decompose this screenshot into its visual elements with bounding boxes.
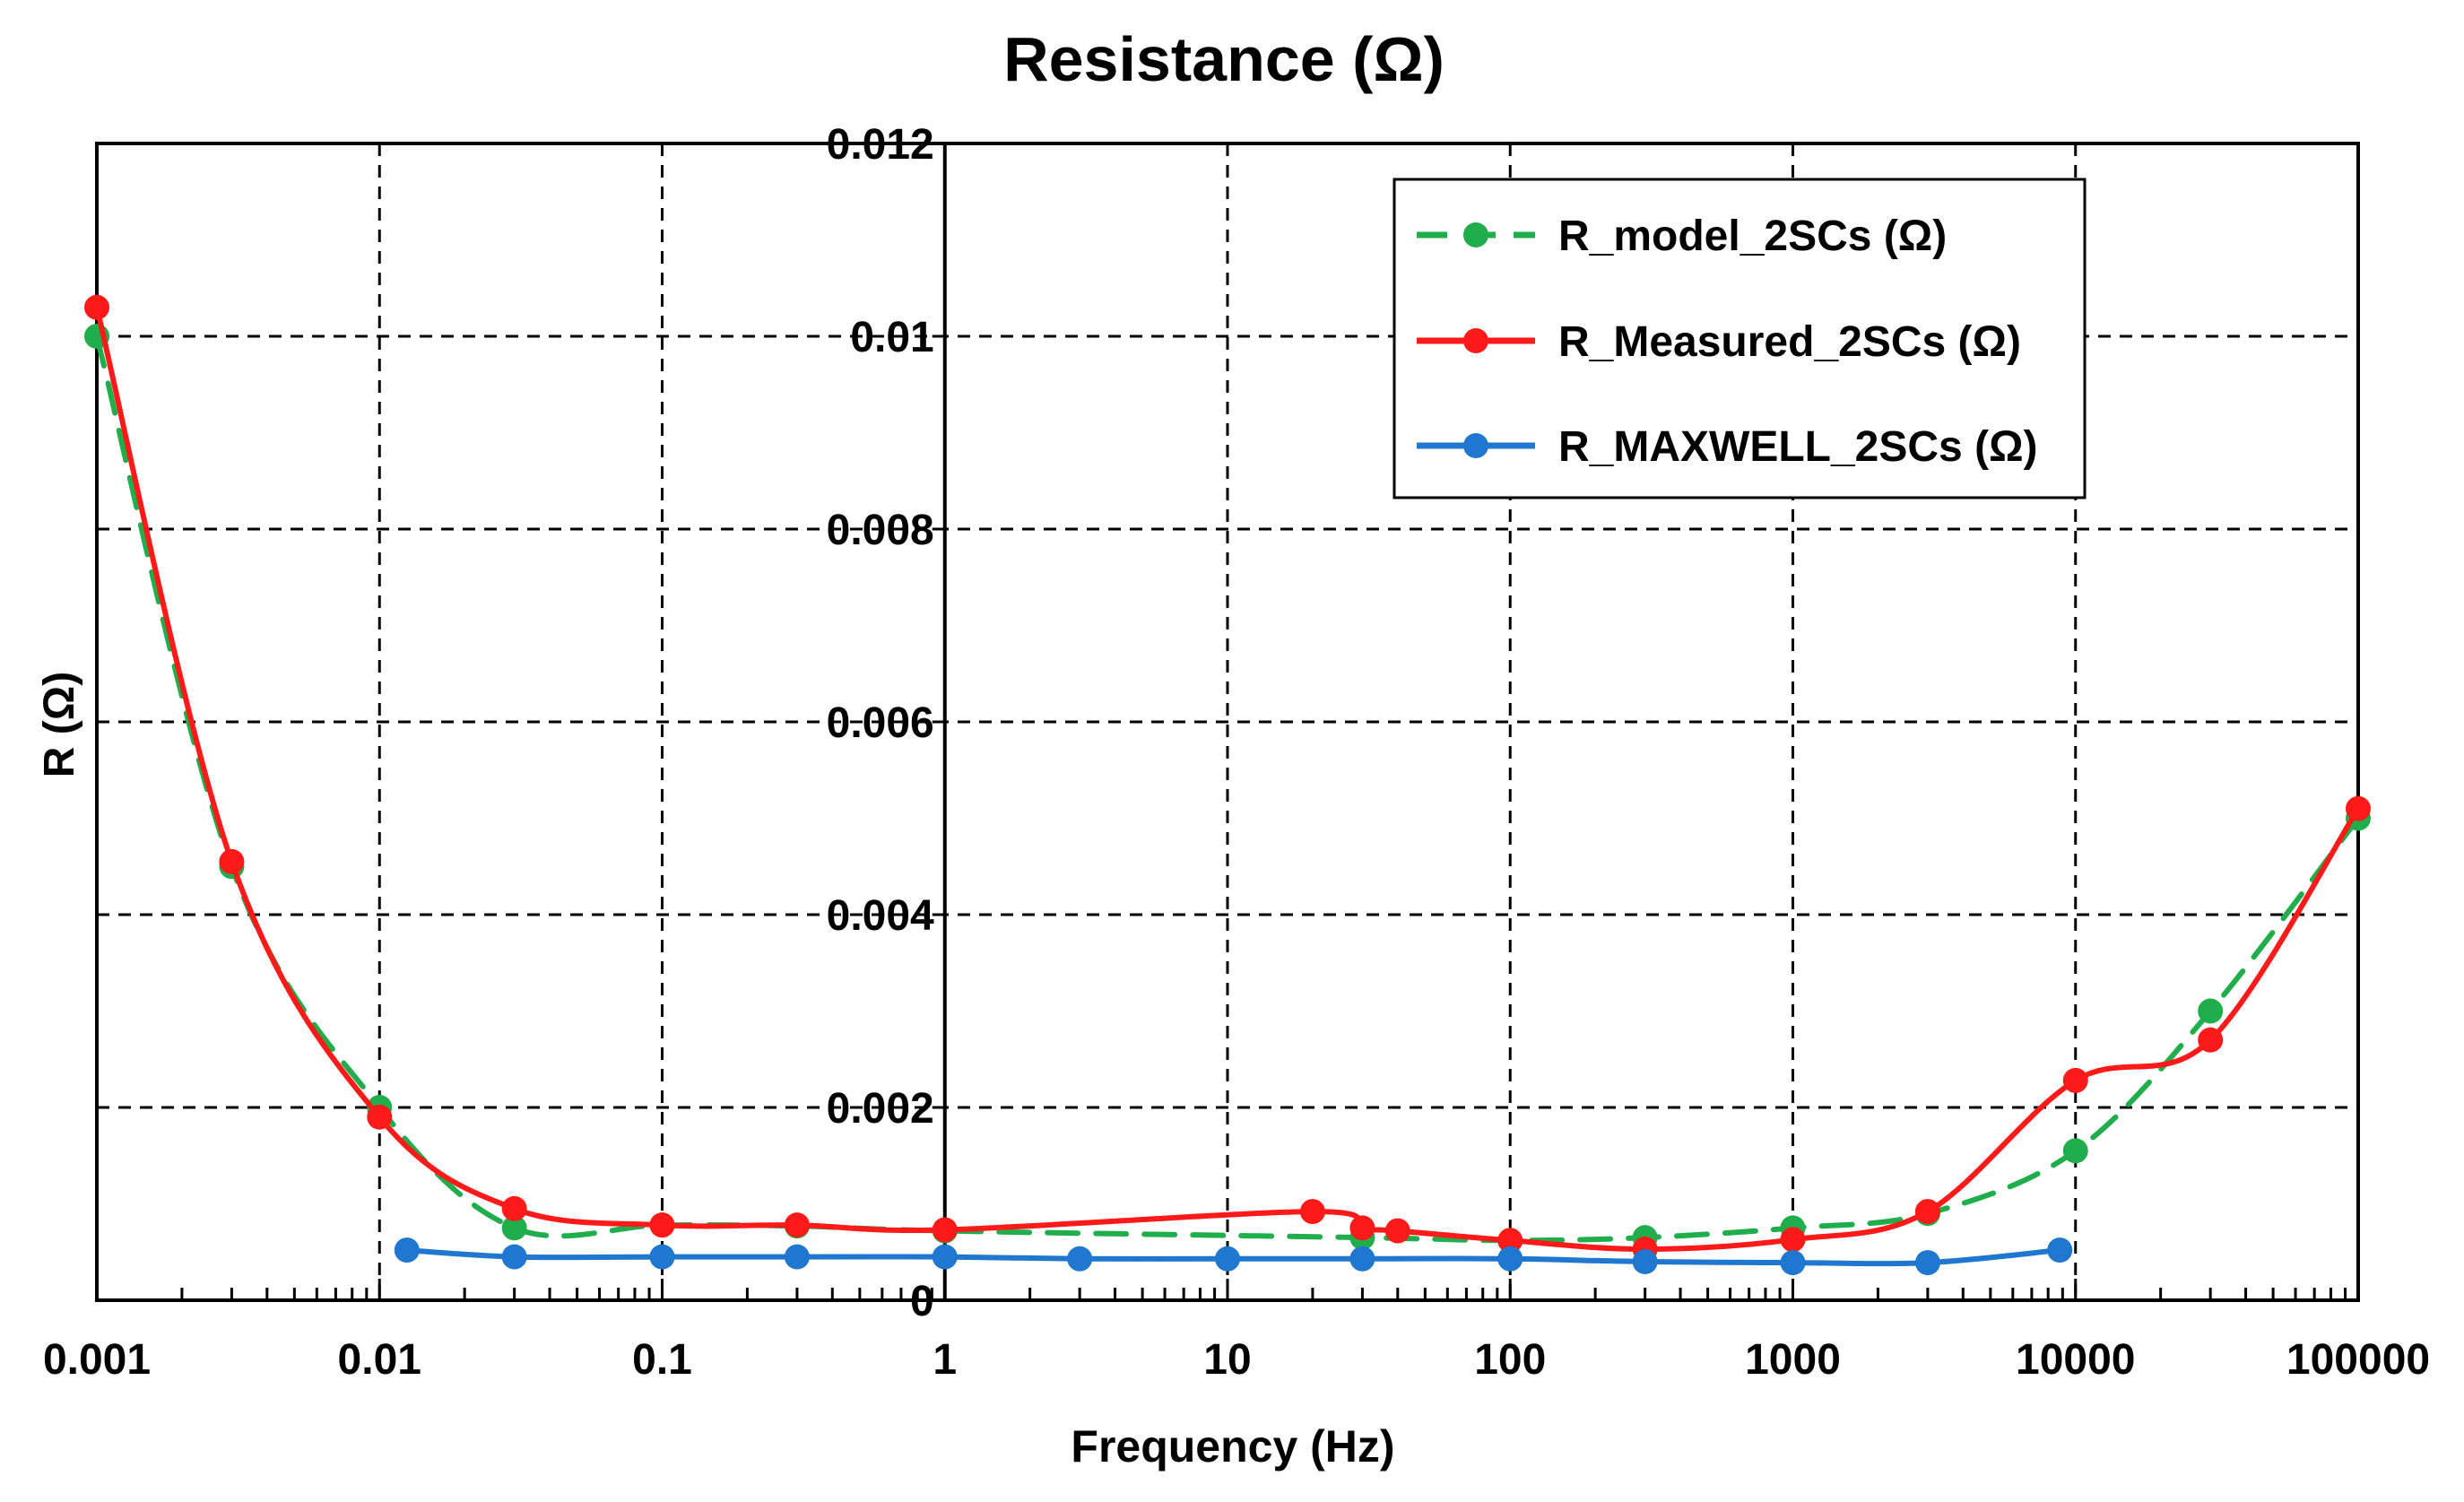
data-point-maxwell <box>394 1237 420 1263</box>
legend-entry-maxwell: R_MAXWELL_2SCs (Ω) <box>1417 423 2038 471</box>
y-tick-label: 0.006 <box>827 699 934 747</box>
data-point-measured <box>2062 1067 2088 1093</box>
data-point-measured <box>501 1195 527 1221</box>
data-point-measured <box>1780 1227 1806 1253</box>
x-tick-label: 1000 <box>1745 1336 1841 1384</box>
data-point-measured <box>84 294 109 320</box>
x-tick-label: 0.01 <box>338 1336 421 1384</box>
data-point-measured <box>1914 1199 1940 1225</box>
legend-swatch-marker <box>1463 433 1488 458</box>
data-point-measured <box>367 1104 393 1130</box>
data-point-maxwell <box>1215 1246 1240 1272</box>
data-point-maxwell <box>1780 1250 1806 1276</box>
data-point-measured <box>932 1217 958 1243</box>
data-point-maxwell <box>1497 1246 1523 1272</box>
legend-entries: R_model_2SCs (Ω) R_Measured_2SCs (Ω) R_MAX… <box>1417 213 2038 471</box>
axes-layer <box>95 142 2360 1302</box>
data-point-model <box>2062 1138 2088 1164</box>
data-point-measured <box>784 1212 810 1238</box>
data-point-measured <box>1384 1218 1410 1244</box>
x-tick-label: 100000 <box>2286 1336 2430 1384</box>
data-point-maxwell <box>1632 1249 1658 1274</box>
legend: R_model_2SCs (Ω) R_Measured_2SCs (Ω) R_MAX… <box>1393 178 2087 499</box>
data-point-measured <box>2346 795 2371 821</box>
x-tick-label: 0.001 <box>43 1336 151 1384</box>
series-line-measured <box>94 304 2361 1253</box>
data-point-maxwell <box>649 1244 675 1270</box>
y-tick-label: 0.01 <box>850 314 933 361</box>
y-tick-label: 0 <box>910 1278 934 1325</box>
legend-label: R_Measured_2SCs (Ω) <box>1558 318 2021 366</box>
x-tick-label: 10000 <box>2016 1336 2135 1384</box>
data-point-maxwell <box>1067 1246 1093 1272</box>
data-point-maxwell <box>2047 1237 2073 1263</box>
series-layer <box>84 294 2371 1276</box>
data-point-measured <box>2198 1027 2224 1053</box>
y-axis-label: R (Ω) <box>36 672 83 777</box>
data-point-measured <box>649 1212 675 1238</box>
y-tick-label: 0.004 <box>827 892 934 940</box>
x-tick-label: 100 <box>1474 1336 1546 1384</box>
series-line-model <box>94 334 2361 1244</box>
data-point-maxwell <box>784 1244 810 1270</box>
tick-label-layer: 0.001 0.01 0.1 1 10 100 1000 10000 100000 0 0.002 0… <box>43 121 2430 1384</box>
x-tick-label: 10 <box>1203 1336 1251 1384</box>
data-point-maxwell <box>501 1244 527 1270</box>
y-tick-label: 0.012 <box>827 121 934 169</box>
data-point-measured <box>1299 1199 1325 1225</box>
x-axis-label: Frequency (Hz) <box>1071 1421 1394 1472</box>
legend-label: R_model_2SCs (Ω) <box>1558 213 1947 260</box>
series-measured <box>84 294 2371 1263</box>
data-point-model <box>2198 998 2224 1024</box>
legend-entry-measured: R_Measured_2SCs (Ω) <box>1417 318 2021 366</box>
data-point-maxwell <box>1914 1250 1940 1276</box>
chart-title: Resistance (Ω) <box>1003 24 1445 94</box>
data-point-measured <box>1497 1228 1523 1254</box>
x-tick-label: 0.1 <box>632 1336 692 1384</box>
x-tick-label: 1 <box>933 1336 957 1384</box>
legend-entry-model: R_model_2SCs (Ω) <box>1417 213 1947 260</box>
grid-layer <box>97 143 2358 1300</box>
y-tick-label: 0.008 <box>827 507 934 554</box>
y-tick-label: 0.002 <box>827 1085 934 1133</box>
legend-swatch-marker <box>1463 328 1488 353</box>
data-point-maxwell <box>1349 1246 1375 1272</box>
legend-swatch-marker <box>1463 222 1488 247</box>
data-point-model <box>501 1215 527 1241</box>
data-point-measured <box>1349 1215 1375 1241</box>
legend-label: R_MAXWELL_2SCs (Ω) <box>1558 423 2038 471</box>
series-maxwell <box>394 1237 2073 1276</box>
data-point-maxwell <box>932 1244 958 1270</box>
data-point-measured <box>219 848 245 874</box>
